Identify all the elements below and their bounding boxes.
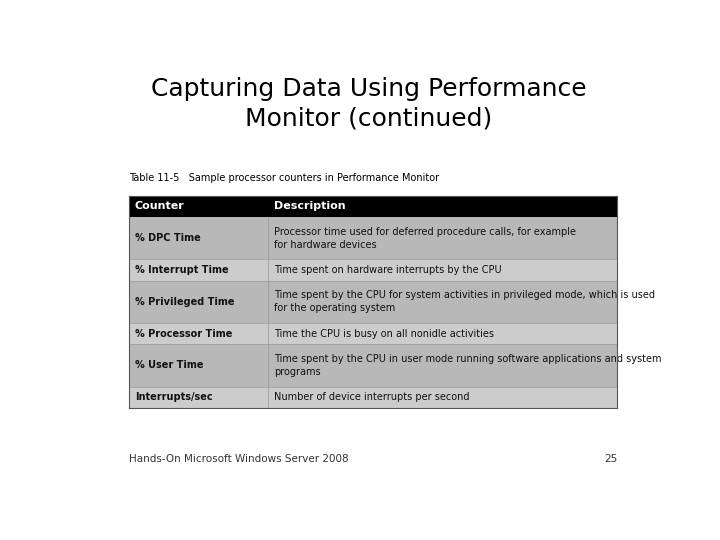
Text: Number of device interrupts per second: Number of device interrupts per second — [274, 392, 469, 402]
Text: Hands-On Microsoft Windows Server 2008: Hands-On Microsoft Windows Server 2008 — [129, 454, 348, 464]
Text: Time spent by the CPU for system activities in privileged mode, which is used
fo: Time spent by the CPU for system activit… — [274, 290, 654, 313]
Text: % Processor Time: % Processor Time — [135, 329, 232, 339]
Bar — [129, 387, 617, 408]
Text: % User Time: % User Time — [135, 360, 203, 370]
Bar — [129, 281, 617, 323]
Text: % DPC Time: % DPC Time — [135, 233, 200, 243]
Bar — [129, 196, 617, 217]
Bar — [129, 344, 617, 387]
Text: 25: 25 — [604, 454, 617, 464]
Text: % Interrupt Time: % Interrupt Time — [135, 265, 228, 275]
Bar — [129, 259, 617, 281]
Text: Capturing Data Using Performance
Monitor (continued): Capturing Data Using Performance Monitor… — [151, 77, 587, 130]
Text: Time spent on hardware interrupts by the CPU: Time spent on hardware interrupts by the… — [274, 265, 501, 275]
Text: Time the CPU is busy on all nonidle activities: Time the CPU is busy on all nonidle acti… — [274, 329, 494, 339]
Text: Counter: Counter — [135, 201, 184, 211]
Text: Time spent by the CPU in user mode running software applications and system
prog: Time spent by the CPU in user mode runni… — [274, 354, 661, 377]
Text: Processor time used for deferred procedure calls, for example
for hardware devic: Processor time used for deferred procedu… — [274, 227, 576, 250]
Bar — [129, 217, 617, 259]
Text: Table 11-5   Sample processor counters in Performance Monitor: Table 11-5 Sample processor counters in … — [129, 173, 439, 183]
Bar — [129, 323, 617, 344]
Text: Description: Description — [274, 201, 346, 211]
Text: % Privileged Time: % Privileged Time — [135, 297, 234, 307]
Text: Interrupts/sec: Interrupts/sec — [135, 392, 212, 402]
